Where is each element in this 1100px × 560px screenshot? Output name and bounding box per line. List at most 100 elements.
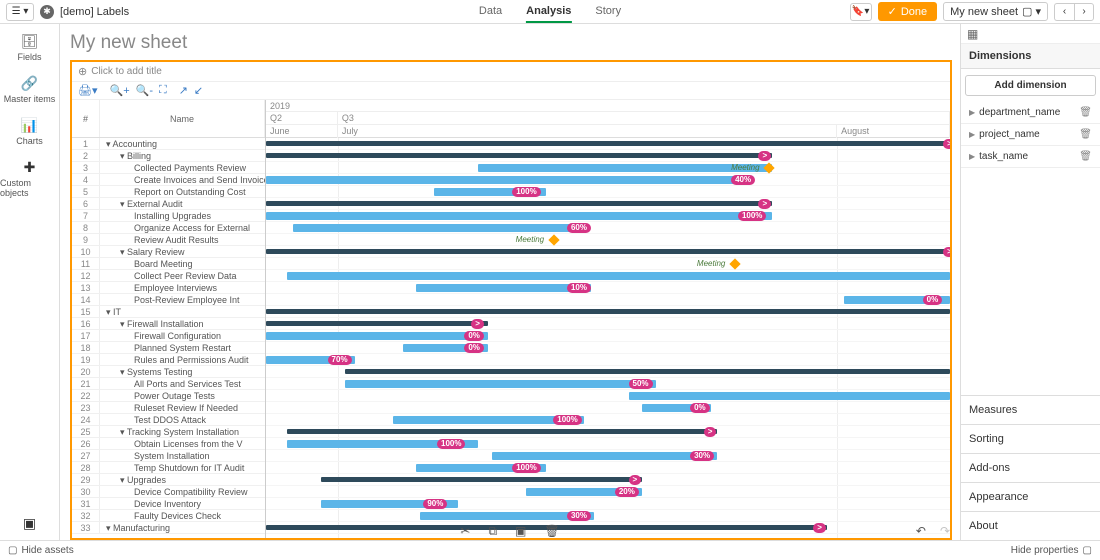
hide-properties-button[interactable]: Hide properties ▢: [1011, 545, 1092, 556]
hide-assets-button[interactable]: ▢ Hide assets: [8, 545, 74, 556]
trash-icon[interactable]: 🗑: [1079, 151, 1092, 162]
gantt-row[interactable]: 3Collected Payments Review: [72, 162, 265, 174]
gantt-bar-row: >: [266, 246, 950, 258]
gantt-row[interactable]: 32Faulty Devices Check: [72, 510, 265, 522]
trash-icon[interactable]: 🗑: [1079, 129, 1092, 140]
dimension-item[interactable]: ▶project_name🗑: [961, 124, 1100, 146]
gantt-chart: #Name1▾ Accounting2▾ Billing3Collected P…: [72, 100, 950, 538]
gantt-bar-row: >: [266, 198, 950, 210]
property-section[interactable]: Sorting: [961, 424, 1100, 453]
chevron-right-icon: ▶: [969, 152, 975, 161]
collapse-toolbox-icon[interactable]: ▣: [23, 515, 36, 532]
gantt-col-num: #: [72, 100, 100, 137]
done-button[interactable]: ✓ Done: [878, 2, 938, 21]
gantt-row[interactable]: 15▾ IT: [72, 306, 265, 318]
gantt-row[interactable]: 13Employee Interviews: [72, 282, 265, 294]
undo-button[interactable]: ↶: [916, 524, 926, 538]
visualization-frame[interactable]: ⊕ Click to add title 🖨▾ 🔍+ 🔍- ⛶ ↗ ↙ #Nam…: [70, 60, 952, 540]
tool-charts[interactable]: 📊 Charts: [16, 116, 43, 146]
link-icon: 🔗: [20, 74, 38, 92]
gantt-bar-row: >: [266, 150, 950, 162]
property-section[interactable]: Add-ons: [961, 453, 1100, 482]
props-top-icon[interactable]: ▦: [961, 24, 1100, 44]
gantt-bar-row: Meeting: [266, 162, 950, 174]
gantt-row[interactable]: 4Create Invoices and Send Invoices: [72, 174, 265, 186]
gantt-row[interactable]: 2▾ Billing: [72, 150, 265, 162]
property-section[interactable]: Appearance: [961, 482, 1100, 511]
sheet-dropdown[interactable]: My new sheet ▢ ▾: [943, 2, 1048, 21]
gantt-row[interactable]: 5Report on Outstanding Cost: [72, 186, 265, 198]
gantt-row[interactable]: 16▾ Firewall Installation: [72, 318, 265, 330]
gantt-row[interactable]: 6▾ External Audit: [72, 198, 265, 210]
gantt-row[interactable]: 30Device Compatibility Review: [72, 486, 265, 498]
gantt-row[interactable]: 22Power Outage Tests: [72, 390, 265, 402]
gantt-row[interactable]: 24Test DDOS Attack: [72, 414, 265, 426]
gantt-row[interactable]: 20▾ Systems Testing: [72, 366, 265, 378]
gantt-row[interactable]: 12Collect Peer Review Data: [72, 270, 265, 282]
gantt-row[interactable]: 29▾ Upgrades: [72, 474, 265, 486]
gantt-bar-row: 100%: [266, 186, 950, 198]
gantt-row[interactable]: 1▾ Accounting: [72, 138, 265, 150]
gantt-row[interactable]: 7Installing Upgrades: [72, 210, 265, 222]
gantt-bar-row: 100%: [266, 462, 950, 474]
gantt-row[interactable]: 10▾ Salary Review: [72, 246, 265, 258]
prev-sheet-button[interactable]: ‹: [1054, 3, 1074, 21]
tab-analysis[interactable]: Analysis: [526, 1, 571, 23]
sheet-name: [demo] Labels: [60, 6, 129, 18]
trash-icon[interactable]: 🗑: [1079, 107, 1092, 118]
dimension-item[interactable]: ▶task_name🗑: [961, 146, 1100, 168]
gantt-bar-row: >: [266, 138, 950, 150]
property-section[interactable]: Measures: [961, 395, 1100, 424]
menu-button[interactable]: ☰ ▾: [6, 3, 34, 21]
copy-button[interactable]: ⧉: [488, 524, 497, 539]
tool-custom-objects[interactable]: ✚ Custom objects: [0, 158, 59, 198]
gantt-bar-row: Meeting: [266, 234, 950, 246]
zoom-out-button[interactable]: 🔍-: [136, 84, 153, 97]
gantt-row[interactable]: 27System Installation: [72, 450, 265, 462]
tool-fields[interactable]: 🗄 Fields: [17, 32, 41, 62]
redo-button[interactable]: ↷: [940, 524, 950, 538]
gantt-row[interactable]: 11Board Meeting: [72, 258, 265, 270]
paste-button[interactable]: ▣: [515, 524, 526, 539]
next-sheet-button[interactable]: ›: [1074, 3, 1094, 21]
tool-master-items[interactable]: 🔗 Master items: [4, 74, 56, 104]
dimensions-header[interactable]: Dimensions: [961, 44, 1100, 69]
dimension-item[interactable]: ▶department_name🗑: [961, 102, 1100, 124]
canvas-title[interactable]: My new sheet: [70, 32, 952, 54]
property-section[interactable]: About: [961, 511, 1100, 540]
gantt-row[interactable]: 8Organize Access for External: [72, 222, 265, 234]
zoom-fit-button[interactable]: ⛶: [159, 84, 167, 97]
gantt-bar-row: Meeting: [266, 258, 950, 270]
gantt-bar-row: 60%: [266, 222, 950, 234]
expand-button[interactable]: ↗: [179, 84, 188, 97]
chart-icon: 📊: [20, 116, 38, 134]
gantt-row[interactable]: 21All Ports and Services Test: [72, 378, 265, 390]
gantt-bar-row: [266, 366, 950, 378]
gantt-bar-row: 50%: [266, 378, 950, 390]
add-title-icon: ⊕: [78, 65, 87, 78]
add-dimension-button[interactable]: Add dimension: [965, 75, 1096, 96]
delete-button[interactable]: 🗑: [544, 524, 559, 539]
gantt-bar-row: 100%: [266, 438, 950, 450]
gantt-row[interactable]: 28Temp Shutdown for IT Audit: [72, 462, 265, 474]
gantt-row[interactable]: 9Review Audit Results: [72, 234, 265, 246]
gantt-row[interactable]: 26Obtain Licenses from the V: [72, 438, 265, 450]
database-icon: 🗄: [20, 32, 38, 50]
gantt-row[interactable]: 19Rules and Permissions Audit: [72, 354, 265, 366]
gantt-row[interactable]: 23Ruleset Review If Needed: [72, 402, 265, 414]
gantt-row[interactable]: 17Firewall Configuration: [72, 330, 265, 342]
gantt-row[interactable]: 18Planned System Restart: [72, 342, 265, 354]
gantt-row[interactable]: 14Post-Review Employee Int: [72, 294, 265, 306]
gantt-row[interactable]: 25▾ Tracking System Installation: [72, 426, 265, 438]
collapse-button[interactable]: ↙: [194, 84, 203, 97]
zoom-in-button[interactable]: 🔍+: [110, 84, 130, 97]
bookmark-button[interactable]: 🔖▾: [850, 3, 872, 21]
gantt-row[interactable]: 31Device Inventory: [72, 498, 265, 510]
viz-title-placeholder[interactable]: ⊕ Click to add title: [72, 62, 950, 82]
tab-data[interactable]: Data: [479, 1, 502, 23]
cut-button[interactable]: ✂: [460, 524, 470, 539]
gantt-bar-row: 100%: [266, 210, 950, 222]
tab-story[interactable]: Story: [595, 1, 621, 23]
print-button[interactable]: 🖨▾: [78, 84, 98, 97]
gantt-bar-row: 0%: [266, 402, 950, 414]
